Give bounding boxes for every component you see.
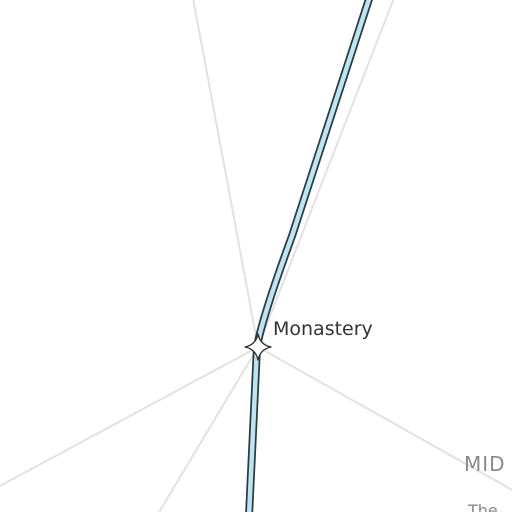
region-label: MID: [464, 452, 506, 476]
path-line-south: [158, 346, 259, 512]
path-line-south-east: [257, 346, 512, 492]
region-sublabel: The: [467, 501, 498, 512]
path-line-north-west: [192, 0, 259, 348]
path-line-south-west: [0, 346, 259, 488]
place-label-monastery[interactable]: Monastery: [273, 318, 373, 340]
path-line-north-east: [257, 0, 395, 348]
monastery-marker: [244, 333, 272, 361]
four-point-star-icon[interactable]: [244, 333, 272, 361]
